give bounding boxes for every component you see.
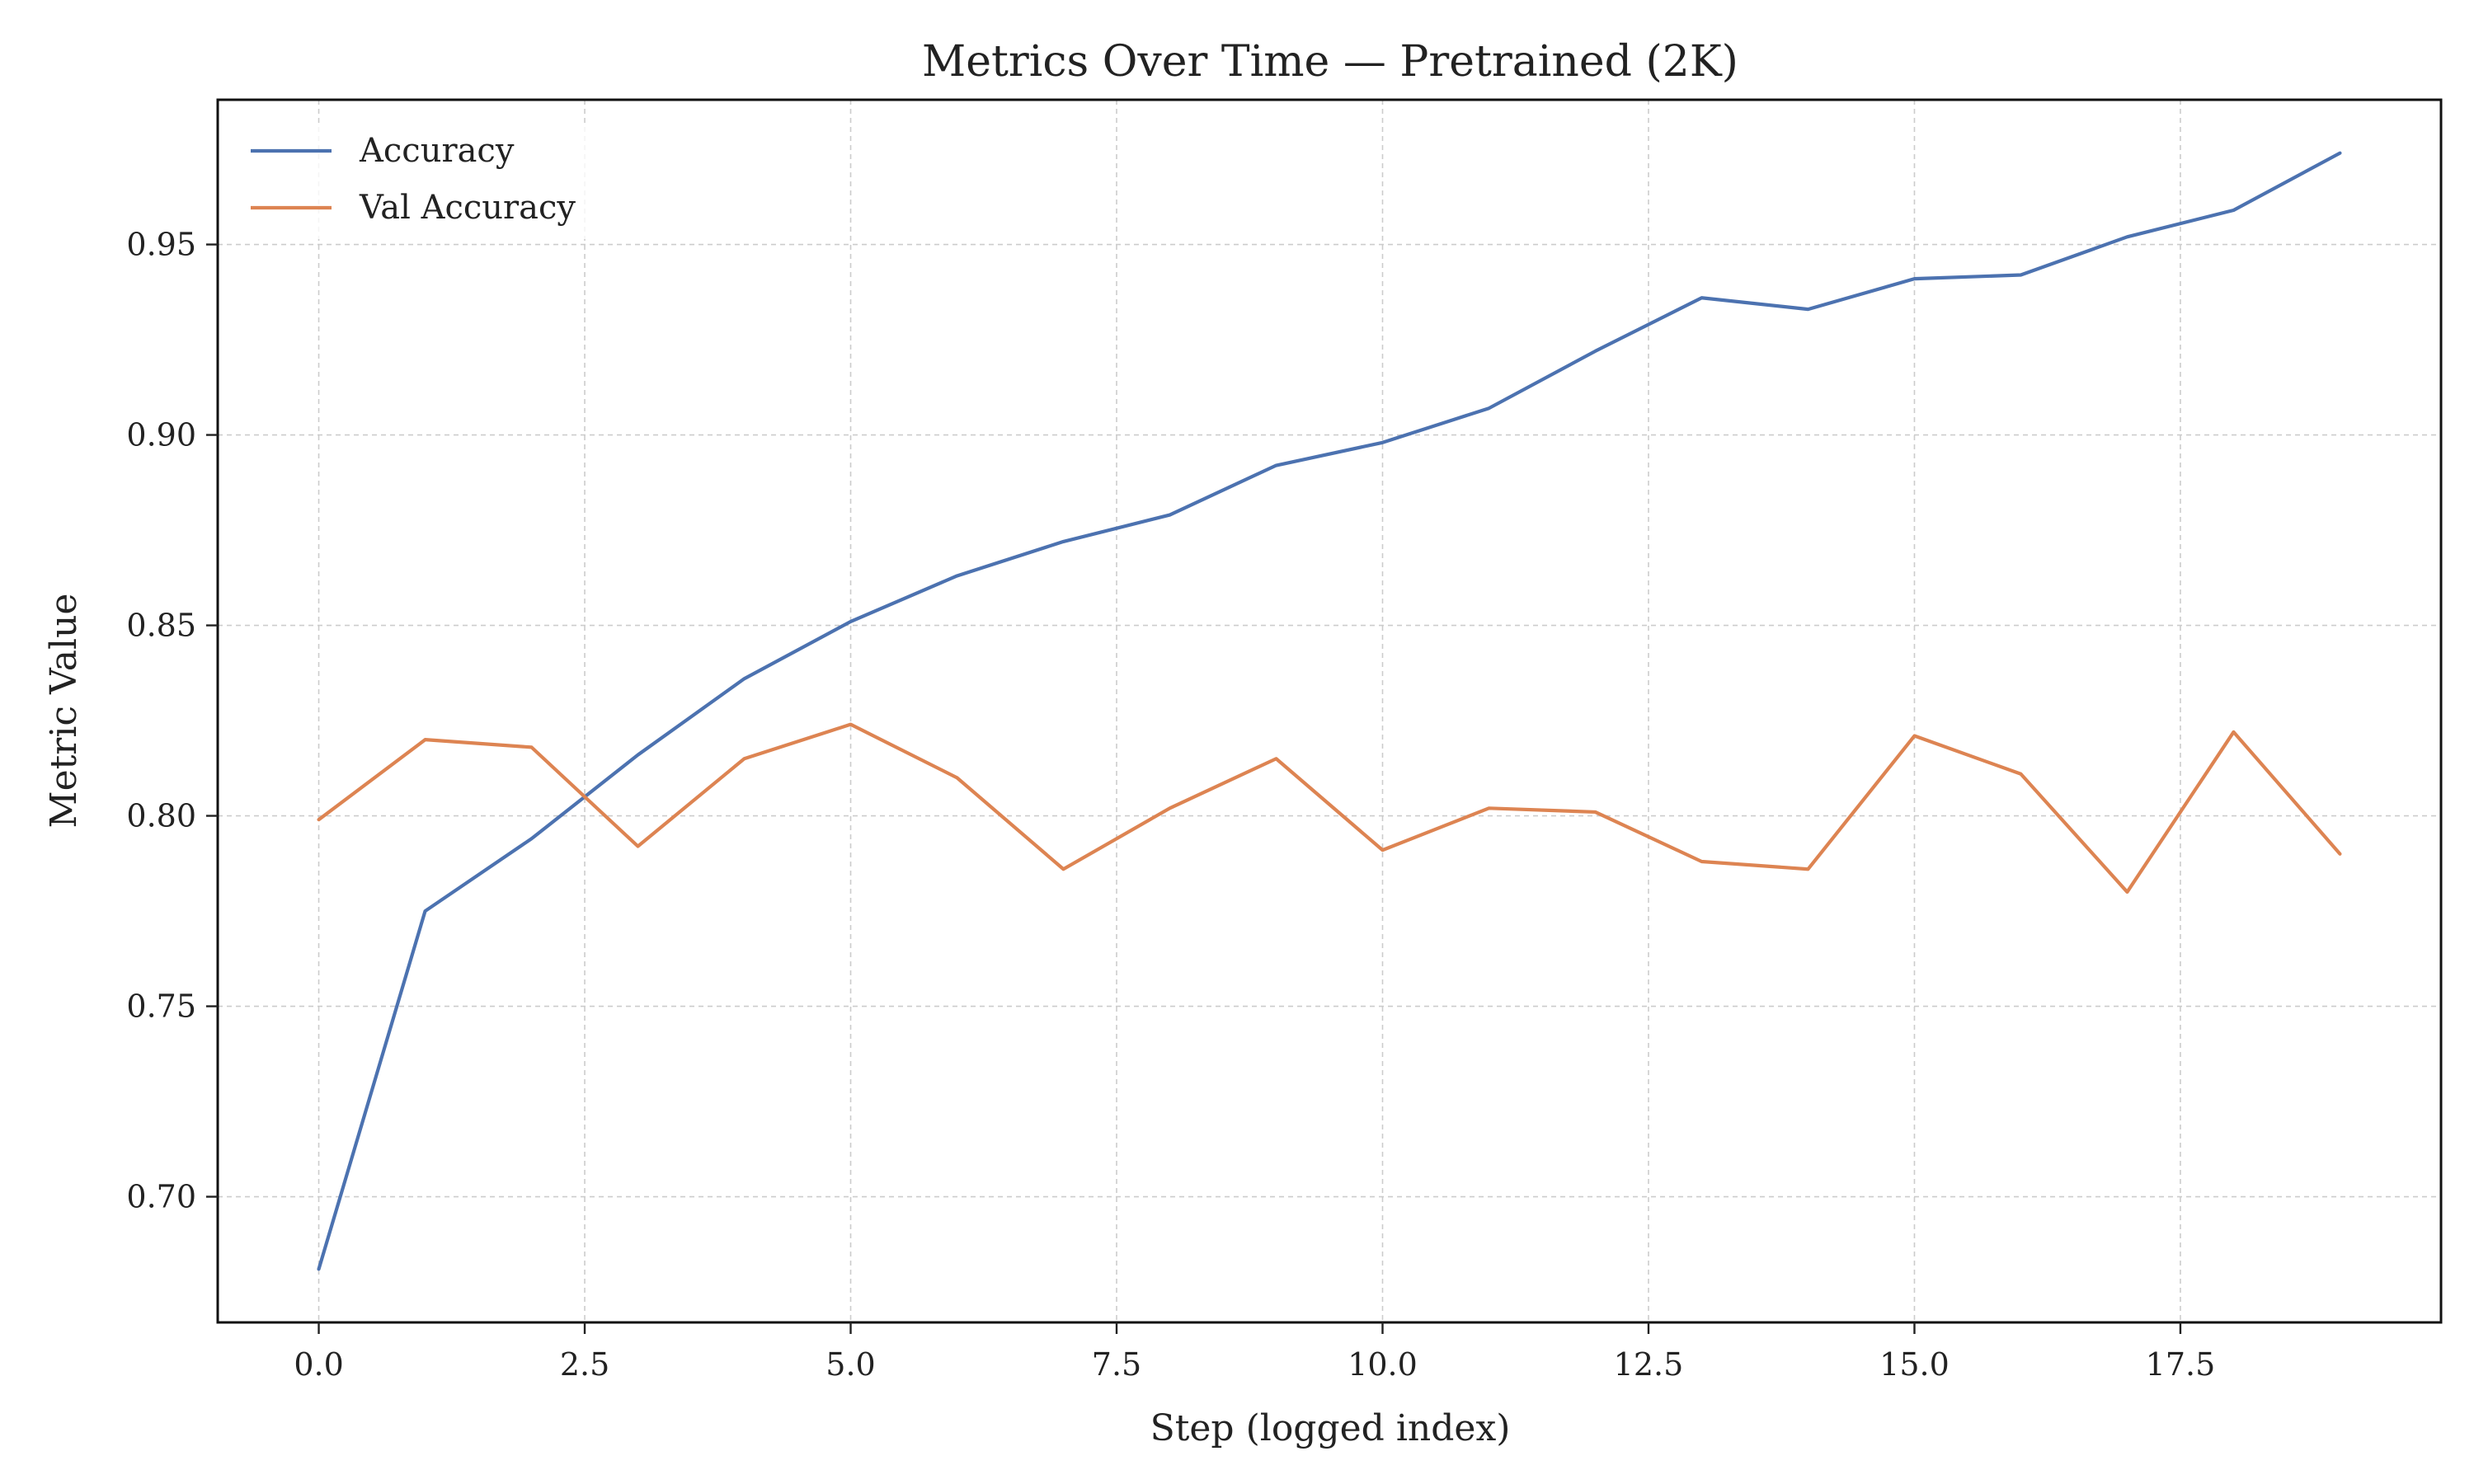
y-axis-label: Metric Value	[43, 594, 85, 829]
y-tick-label: 0.75	[126, 989, 196, 1025]
x-axis-label: Step (logged index)	[1150, 1407, 1511, 1449]
y-axis-ticks: 0.70 0.75 0.80 0.85 0.90 0.95	[126, 227, 218, 1215]
series-line-accuracy	[317, 151, 2342, 1271]
grid	[218, 100, 2441, 1322]
x-tick-label: 17.5	[2146, 1346, 2216, 1383]
legend-background	[241, 124, 637, 239]
plot-frame	[216, 98, 2443, 1324]
x-tick-label: 10.0	[1348, 1346, 1418, 1383]
x-tick-label: 15.0	[1879, 1346, 1950, 1383]
legend: Accuracy Val Accuracy	[241, 124, 637, 239]
y-tick-label: 0.70	[126, 1179, 196, 1215]
chart-title: Metrics Over Time — Pretrained (2K)	[922, 37, 1738, 87]
y-tick-label: 0.80	[126, 798, 196, 834]
x-tick-label: 2.5	[560, 1346, 609, 1383]
x-tick-label: 7.5	[1092, 1346, 1141, 1383]
y-tick-label: 0.85	[126, 608, 196, 644]
y-tick-label: 0.90	[126, 417, 196, 453]
x-tick-label: 0.0	[294, 1346, 343, 1383]
series-lines	[317, 151, 2342, 1271]
x-tick-label: 12.5	[1614, 1346, 1684, 1383]
x-tick-label: 5.0	[825, 1346, 875, 1383]
series-line-val-accuracy	[317, 722, 2342, 895]
legend-label-val-accuracy: Val Accuracy	[359, 189, 576, 227]
x-axis-ticks: 0.0 2.5 5.0 7.5 10.0 12.5 15.0 17.5	[294, 1322, 2215, 1383]
y-tick-label: 0.95	[126, 227, 196, 263]
legend-label-accuracy: Accuracy	[359, 132, 515, 170]
